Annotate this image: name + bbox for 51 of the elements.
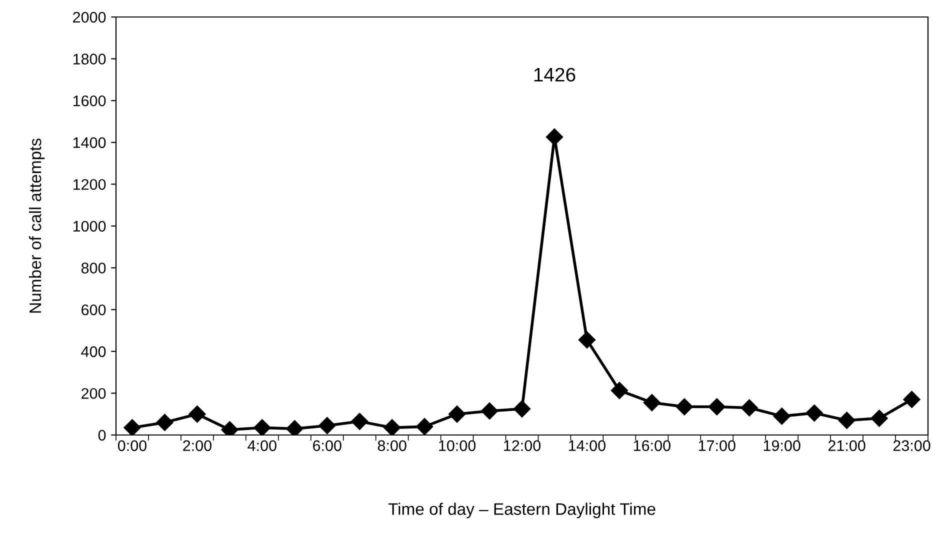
point: [416, 418, 434, 435]
y-tick-label: 200: [82, 388, 106, 399]
point: [870, 410, 888, 427]
x-tick-label: 19:00: [764, 440, 800, 452]
point: [254, 419, 271, 435]
x-tick-label: 10:00: [439, 440, 476, 452]
point: [773, 408, 790, 425]
point: [448, 406, 466, 423]
x-tick-label: 12:00: [504, 440, 541, 452]
point: [708, 398, 726, 416]
point: [384, 419, 401, 435]
x-axis-title: Time of day – Eastern Daylight Time: [388, 502, 656, 518]
y-tick-label: 1400: [73, 137, 106, 148]
point: [610, 382, 628, 400]
y-tick-label: 0: [98, 430, 106, 441]
point: [480, 402, 498, 420]
point: [513, 400, 531, 418]
point: [156, 414, 174, 432]
x-tick-label: 6:00: [313, 440, 342, 452]
point: [643, 394, 660, 412]
y-tick-label: 1800: [73, 54, 106, 64]
point: [546, 128, 564, 146]
x-tick-label: 8:00: [378, 440, 406, 452]
point: [578, 331, 596, 348]
y-tick-label: 1000: [73, 220, 106, 232]
x-tick-label: 0:00: [118, 440, 147, 452]
x-tick-label: 16:00: [634, 440, 670, 452]
y-tick-label: 400: [81, 346, 106, 358]
x-tick-label: 4:00: [248, 440, 276, 452]
point: [318, 417, 336, 434]
y-tick-label: 1600: [73, 95, 106, 106]
x-tick-label: 14:00: [569, 440, 606, 452]
y-axis-title: Number of call attempts: [28, 138, 45, 313]
point: [806, 404, 823, 422]
x-tick-label: 2:00: [183, 440, 212, 452]
x-tick-label: 21:00: [828, 440, 866, 452]
y-tick-label: 800: [81, 262, 106, 274]
y-tick-label: 1200: [73, 179, 106, 190]
point: [351, 412, 368, 430]
point: [740, 399, 758, 416]
y-tick-label: 600: [82, 304, 106, 316]
annotation: 1426: [534, 68, 576, 82]
point: [188, 406, 206, 423]
point: [124, 419, 141, 435]
point: [903, 390, 920, 408]
point: [838, 412, 856, 429]
x-tick-label: 17:00: [698, 440, 736, 452]
point: [676, 398, 693, 416]
y-tick-label: 2000: [73, 12, 106, 23]
point: [286, 420, 304, 435]
x-tick-label: 23:00: [893, 440, 930, 452]
